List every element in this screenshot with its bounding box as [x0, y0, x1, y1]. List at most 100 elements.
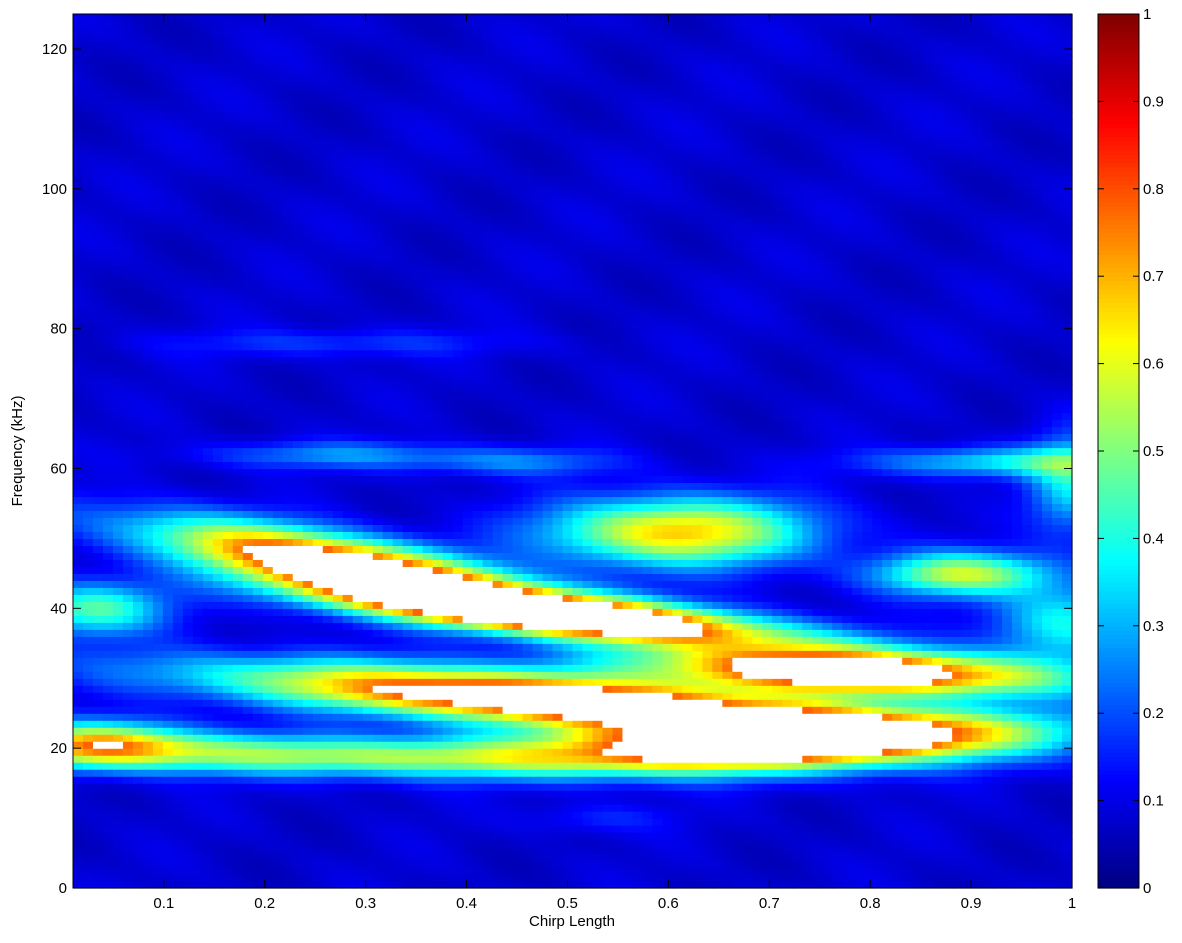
heatmap-cell — [1022, 566, 1033, 574]
heatmap-cell — [722, 734, 733, 742]
heatmap-cell — [542, 860, 554, 868]
heatmap-cell — [282, 776, 294, 784]
heatmap-cell — [262, 587, 274, 595]
heatmap-cell — [1002, 706, 1013, 714]
heatmap-cell — [742, 608, 753, 616]
heatmap-cell — [602, 734, 614, 742]
heatmap-cell — [932, 762, 943, 770]
heatmap-cell — [932, 818, 943, 826]
heatmap-cell — [602, 755, 614, 763]
heatmap-cell — [222, 629, 234, 637]
heatmap-cell — [982, 671, 993, 679]
heatmap-cell — [822, 538, 833, 546]
heatmap-cell — [432, 622, 444, 630]
heatmap-cell — [402, 832, 414, 840]
heatmap-cell — [73, 853, 84, 861]
heatmap-cell — [402, 790, 414, 798]
heatmap-cell — [162, 699, 174, 707]
heatmap-cell — [572, 867, 584, 875]
heatmap-cell — [592, 804, 604, 812]
heatmap-cell — [222, 664, 234, 672]
heatmap-cell — [972, 811, 983, 819]
heatmap-cell — [142, 594, 154, 602]
heatmap-cell — [662, 755, 673, 763]
heatmap-cell — [272, 692, 284, 700]
heatmap-cell — [902, 587, 913, 595]
heatmap-cell — [732, 573, 743, 581]
heatmap-cell — [352, 594, 364, 602]
heatmap-cell — [982, 643, 993, 651]
heatmap-cell — [932, 874, 943, 882]
heatmap-cell — [572, 790, 584, 798]
heatmap-cell — [332, 636, 344, 644]
heatmap-cell — [932, 797, 943, 805]
heatmap-cell — [262, 720, 274, 728]
heatmap-cell — [912, 643, 923, 651]
heatmap-cell — [242, 650, 254, 658]
heatmap-cell — [492, 699, 504, 707]
heatmap-cell — [742, 783, 753, 791]
heatmap-cell — [752, 713, 763, 721]
heatmap-cell — [282, 874, 294, 882]
heatmap-cell — [212, 748, 224, 756]
heatmap-cell — [262, 566, 274, 574]
heatmap-cell — [352, 545, 364, 553]
heatmap-cell — [672, 573, 683, 581]
heatmap-cell — [642, 720, 654, 728]
heatmap-cell — [972, 615, 983, 623]
heatmap-cell — [892, 804, 903, 812]
heatmap-cell — [672, 692, 683, 700]
heatmap-cell — [702, 874, 713, 882]
heatmap-cell — [1032, 874, 1043, 882]
heatmap-cell — [362, 881, 374, 889]
heatmap-cell — [292, 832, 304, 840]
heatmap-cell — [152, 615, 164, 623]
heatmap-cell — [472, 783, 484, 791]
heatmap-cell — [102, 573, 114, 581]
heatmap-cell — [912, 818, 923, 826]
heatmap-cell — [892, 748, 903, 756]
heatmap-cell — [982, 706, 993, 714]
heatmap-cell — [132, 776, 144, 784]
heatmap-cell — [302, 846, 314, 854]
heatmap-cell — [552, 755, 564, 763]
heatmap-cell — [342, 657, 354, 665]
heatmap-cell — [672, 741, 683, 749]
heatmap-cell — [1062, 853, 1073, 861]
heatmap-cell — [542, 636, 554, 644]
heatmap-cell — [532, 678, 544, 686]
heatmap-cell — [502, 559, 514, 567]
heatmap-cell — [812, 594, 823, 602]
heatmap-cell — [782, 706, 793, 714]
heatmap-cell — [242, 853, 254, 861]
heatmap-cell — [792, 685, 803, 693]
heatmap-cell — [882, 832, 893, 840]
heatmap-cell — [292, 804, 304, 812]
heatmap-cell — [482, 776, 494, 784]
heatmap-cell — [132, 734, 144, 742]
heatmap-cell — [582, 671, 594, 679]
heatmap-cell — [352, 566, 364, 574]
heatmap-cell — [212, 860, 224, 868]
heatmap-cell — [992, 825, 1003, 833]
heatmap-cell — [632, 874, 644, 882]
heatmap-cell — [682, 587, 693, 595]
heatmap-cell — [582, 804, 594, 812]
heatmap-cell — [692, 832, 703, 840]
heatmap-cell — [192, 608, 204, 616]
heatmap-cell — [512, 762, 524, 770]
heatmap-cell — [722, 804, 733, 812]
heatmap-cell — [742, 790, 753, 798]
heatmap-cell — [912, 559, 923, 567]
heatmap-cell — [122, 720, 134, 728]
heatmap-cell — [272, 601, 284, 609]
heatmap-cell — [492, 818, 504, 826]
heatmap-cell — [992, 818, 1003, 826]
heatmap-cell — [142, 755, 154, 763]
heatmap-cell — [682, 678, 693, 686]
heatmap-cell — [732, 825, 743, 833]
heatmap-cell — [242, 573, 254, 581]
heatmap-cell — [662, 874, 673, 882]
heatmap-cell — [832, 629, 843, 637]
